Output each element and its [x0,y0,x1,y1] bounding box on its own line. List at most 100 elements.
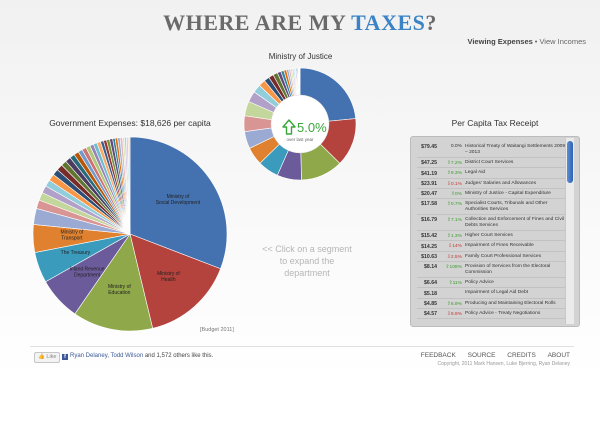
like-separator: , [107,353,111,359]
pie-slice[interactable] [74,233,154,332]
ministry-change-caption: over last year [286,137,314,142]
expand-prompt: << Click on a segment to expand the depa… [262,244,352,278]
receipt-change-value: 7.1% [450,218,462,224]
footer-link-about[interactable]: ABOUT [547,352,570,359]
receipt-row: $17.58 ⇧0.7% Specialist Courts, Tribunals … [417,199,567,216]
footer-link-source[interactable]: SOURCE [467,352,496,359]
receipt-amount: $5.18 [424,290,437,297]
receipt-amount: $17.58 [421,201,437,208]
gov-chart-title: Government Expenses: $18,626 per capita [49,118,211,128]
receipt-list: $79.45 0.0% Historical Treaty of Waitangi … [417,142,567,320]
like-rest: and 1,572 others like this. [143,353,214,359]
receipt-amount: $14.25 [421,243,437,250]
receipt-amount: $16.79 [421,217,437,224]
receipt-amount: $79.45 [421,144,437,151]
receipt-change-value: 108% [449,265,462,271]
receipt-amount: $10.63 [421,254,437,261]
arrow-down-icon: ⇩ [446,181,451,187]
view-incomes-link[interactable]: View Incomes [539,37,586,46]
receipt-change-value: 0.1% [450,181,462,187]
arrow-up-icon: ⇧ [446,171,451,177]
receipt-row: $14.25 ⇩14% Impairment of Fines Receivable [417,241,567,252]
receipt-change-value: 2.5% [450,254,462,260]
receipt-scrollbar[interactable] [565,138,574,324]
arrow-up-icon: ⇧ [450,191,455,197]
title-accent: TAXES [351,10,426,35]
arrow-up-icon: ⇧ [446,301,451,307]
facebook-icon: f [62,354,68,360]
receipt-change-value: 9.9% [450,311,462,317]
receipt-change: ⇧1.3% [437,233,465,239]
arrow-up-icon: ⇧ [445,265,450,271]
receipt-description: Family Court Professional Services [465,253,542,259]
receipt-amount: $4.85 [424,300,437,307]
title-suffix: ? [425,10,437,35]
facebook-like-button[interactable]: 👍 Like [34,352,61,363]
like-name-2[interactable]: Todd Wilson [110,353,144,359]
footer-link-credits[interactable]: CREDITS [507,352,536,359]
arrow-up-icon: ⇧ [446,218,451,224]
thumbs-up-icon: 👍 [38,354,45,360]
receipt-description: Impairment of Legal Aid Debt [465,290,529,296]
receipt-row: $4.57 ⇩9.9% Policy Advice - Treaty Negotia… [417,309,567,320]
receipt-amount: $47.25 [421,160,437,167]
receipt-change-value: 9.3% [450,171,462,177]
copyright-text: Copyright, 2011 Mark Hansen, Luke Bjerri… [437,361,570,367]
receipt-amount: $4.57 [424,311,437,318]
pie-slice-label: Inland Revenue Department [70,266,105,278]
receipt-description: Judges' Salaries and Allowances [465,180,537,186]
receipt-description: Impairment of Fines Receivable [465,243,534,249]
receipt-description: Producing and Maintaining Electoral Roll… [465,300,556,306]
receipt-change: ⇩14% [437,243,465,249]
receipt-change-value: 6.9% [450,301,462,307]
receipt-title: Per Capita Tax Receipt [451,118,539,128]
receipt-row: $10.63 ⇩2.5% Family Court Professional Ser… [417,252,567,263]
ministry-center-disc [270,94,330,154]
receipt-row: $16.79 ⇧7.1% Collection and Enforcement of… [417,215,567,232]
receipt-row: $5.18 Impairment of Legal Aid Debt [417,288,567,299]
receipt-change: 0.0% [437,144,465,149]
pie-slice[interactable] [129,136,228,270]
receipt-change: ⇧7.1% [437,217,465,223]
pie-slice-label: Ministry of Social Development [156,194,201,206]
receipt-row: $41.19 ⇧9.3% Legal Aid [417,168,567,179]
receipt-amount: $8.14 [424,264,437,271]
receipt-change-value: 14% [452,244,462,250]
arrow-up-icon: ⇧ [448,281,453,287]
receipt-amount: $15.42 [421,233,437,240]
ministry-pie-chart[interactable]: 5.0% over last year [240,64,360,184]
footer-nav: FEEDBACK SOURCE CREDITS ABOUT [411,352,570,359]
receipt-change-value: 11% [452,281,462,287]
receipt-description: Higher Court Services [465,233,513,239]
receipt-amount: $6.64 [424,280,437,287]
receipt-change-value: 7.2% [450,161,462,166]
footer-divider [30,346,574,347]
receipt-amount: $41.19 [421,170,437,177]
receipt-change-value: 0.0% [450,144,462,149]
receipt-row: $4.85 ⇧6.9% Producing and Maintaining Elec… [417,299,567,309]
tax-receipt-panel[interactable]: $79.45 0.0% Historical Treaty of Waitangi … [410,136,580,327]
receipt-description: Collection and Enforcement of Fines and … [465,217,564,229]
receipt-scroll-thumb[interactable] [567,141,573,183]
arrow-down-icon: ⇩ [448,244,453,250]
receipt-row: $23.91 ⇩0.1% Judges' Salaries and Allowanc… [417,179,567,189]
view-toggle: Viewing Expenses • View Incomes [467,37,586,46]
receipt-change: ⇧11% [437,280,465,286]
like-name-1[interactable]: Ryan Delaney [70,353,108,359]
receipt-change: ⇧7.2% [437,160,465,166]
receipt-change: ⇩9.9% [437,311,465,317]
receipt-description: District Court Services [465,160,514,165]
pie-slice-label: Ministry of Transport [60,230,83,242]
pie-slice[interactable] [129,233,221,329]
receipt-description: Policy Advice [465,280,494,286]
receipt-change-value: 0.7% [450,202,462,208]
footer-link-feedback[interactable]: FEEDBACK [420,352,456,359]
receipt-change: ⇩0.1% [437,181,465,187]
government-pie-chart[interactable]: Ministry of Social Development Ministry of… [30,134,230,334]
pie-slice[interactable] [127,136,131,235]
ministry-change-value: 5.0% [297,120,327,135]
receipt-row: $6.64 ⇧11% Policy Advice [417,278,567,289]
receipt-change: ⇧108% [437,264,465,270]
viewing-expenses-label: Viewing Expenses [467,37,533,46]
receipt-description: Historical Treaty of Waitangi Settlement… [465,144,566,155]
